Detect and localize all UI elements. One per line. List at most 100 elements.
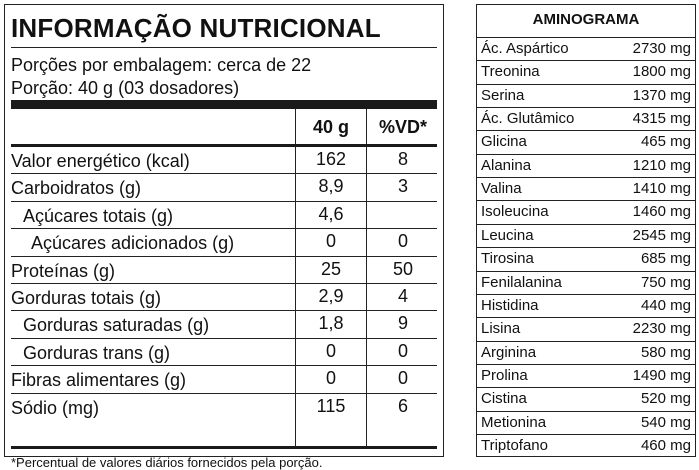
nutrition-row: Gorduras saturadas (g) 1,8 9	[11, 311, 437, 339]
row-divider	[11, 337, 437, 339]
amino-acid-name: Ác. Glutâmico	[481, 110, 575, 128]
amino-acid-name: Lisina	[481, 320, 521, 338]
amino-acid-value: 1370 mg	[632, 86, 691, 104]
amino-acid-value: 1410 mg	[632, 180, 691, 198]
amino-acid-name: Ác. Aspártico	[481, 40, 569, 57]
nutrition-row: Carboidratos (g) 8,9 3	[11, 174, 437, 202]
amino-acid-name: Leucina	[481, 226, 534, 244]
nutrient-label: Fibras alimentares (g)	[11, 370, 187, 391]
nutrient-daily-value: 0	[397, 368, 408, 389]
amino-acid-name: Glicina	[481, 133, 527, 151]
nutrient-label: Gorduras totais (g)	[11, 288, 162, 308]
nutrient-amount: 1,8	[318, 313, 344, 334]
amino-acid-row: Isoleucina 1460 mg	[477, 200, 695, 223]
amino-acid-row: Metionina 540 mg	[477, 410, 695, 434]
amino-acid-value: 2230 mg	[632, 320, 691, 338]
nutrient-label: Gorduras trans (g)	[23, 342, 171, 363]
row-divider	[11, 310, 437, 312]
amino-acid-row: Valina 1410 mg	[477, 177, 695, 200]
row-divider	[11, 392, 437, 394]
nutrition-row: Açúcares adicionados (g) 0 0	[11, 229, 437, 257]
column-divider-dv	[366, 109, 367, 446]
nutrient-amount: 2,9	[318, 286, 344, 306]
amino-acid-name: Arginina	[481, 343, 537, 361]
row-divider	[11, 200, 437, 202]
amino-acid-value: 440 mg	[640, 296, 691, 314]
amino-acid-value: 2730 mg	[632, 40, 691, 57]
nutrient-label: Açúcares adicionados (g)	[31, 233, 235, 254]
servings-per-package: Porções por embalagem: cerca de 22	[11, 55, 312, 75]
nutrient-amount: 0	[325, 340, 336, 361]
amino-acid-name: Cistina	[481, 390, 527, 408]
amino-acid-row: Treonina 1800 mg	[477, 60, 695, 83]
nutrient-daily-value: 9	[397, 313, 408, 334]
row-divider	[11, 228, 437, 230]
amino-acid-name: Metionina	[481, 413, 547, 431]
bottom-divider	[11, 446, 437, 449]
amino-acid-value: 1490 mg	[632, 366, 691, 384]
nutrient-amount: 162	[315, 149, 347, 169]
amino-acid-row: Histidina 440 mg	[477, 293, 695, 317]
nutrient-amount: 0	[325, 231, 336, 252]
footnote: *Percentual de valores diários fornecido…	[11, 455, 323, 470]
nutrition-row: Fibras alimentares (g) 0 0	[11, 366, 437, 394]
amino-acid-name: Histidina	[481, 296, 539, 314]
nutrient-daily-value: 0	[397, 231, 408, 252]
nutrition-facts-panel: INFORMAÇÃO NUTRICIONAL Porções por embal…	[4, 4, 444, 470]
amino-acid-value: 1460 mg	[632, 203, 691, 221]
amino-acid-row: Leucina 2545 mg	[477, 223, 695, 247]
amino-acid-value: 750 mg	[640, 273, 691, 291]
amino-acid-row: Arginina 580 mg	[477, 340, 695, 364]
nutrition-title: INFORMAÇÃO NUTRICIONAL	[11, 13, 381, 43]
row-divider	[11, 255, 437, 257]
nutrient-label: Proteínas (g)	[11, 260, 116, 281]
nutrition-row: Proteínas (g) 25 50	[11, 257, 437, 284]
amino-acid-name: Tirosina	[481, 250, 534, 268]
row-divider	[11, 282, 437, 284]
nutrient-amount: 4,6	[318, 203, 344, 224]
amino-acid-value: 465 mg	[640, 133, 691, 151]
row-divider	[11, 365, 437, 367]
nutrient-amount: 115	[316, 395, 346, 416]
amino-acid-row: Tirosina 685 mg	[477, 247, 695, 270]
amino-acid-value: 520 mg	[640, 390, 691, 408]
amino-acid-row: Glicina 465 mg	[477, 130, 695, 153]
amino-acid-value: 4315 mg	[632, 110, 691, 128]
nutrient-daily-value: 6	[397, 395, 408, 416]
amino-acid-row: Ác. Glutâmico 4315 mg	[477, 107, 695, 130]
amino-acid-row: Lisina 2230 mg	[477, 317, 695, 340]
portion-size: Porção: 40 g (03 dosadores)	[11, 78, 240, 98]
nutrition-row: Sódio (mg) 115 6	[11, 394, 437, 421]
aminogram-panel: AMINOGRAMA Ác. Aspártico 2730 mg Treonina 1…	[476, 4, 696, 457]
nutrient-daily-value: 0	[397, 340, 408, 361]
column-header-amount: 40 g	[312, 117, 350, 137]
amino-acid-row: Prolina 1490 mg	[477, 363, 695, 387]
amino-acid-name: Fenilalanina	[481, 273, 562, 291]
title-divider	[11, 47, 437, 48]
nutrition-row: Valor energético (kcal) 162 8	[11, 147, 437, 175]
amino-acid-name: Isoleucina	[481, 203, 549, 221]
amino-acid-row: Ác. Aspártico 2730 mg	[477, 37, 695, 60]
amino-acid-name: Treonina	[481, 63, 540, 81]
amino-acid-value: 580 mg	[640, 343, 691, 361]
amino-acid-row: Triptofano 460 mg	[477, 433, 695, 457]
amino-acid-value: 1210 mg	[632, 156, 691, 174]
amino-acid-value: 1800 mg	[632, 63, 691, 81]
nutrient-amount: 0	[325, 368, 336, 389]
amino-acid-row: Serina 1370 mg	[477, 83, 695, 107]
amino-acid-value: 685 mg	[640, 250, 691, 268]
nutrition-row: Gorduras totais (g) 2,9 4	[11, 284, 437, 312]
amino-acid-name: Valina	[481, 180, 522, 198]
column-header-dv: %VD*	[378, 117, 427, 137]
amino-acid-value: 2545 mg	[632, 226, 691, 244]
amino-acid-name: Triptofano	[481, 436, 548, 454]
column-divider-amount	[295, 109, 296, 446]
nutrition-row: Gorduras trans (g) 0 0	[11, 339, 437, 367]
nutrient-label: Carboidratos (g)	[11, 178, 142, 199]
row-divider	[11, 173, 437, 175]
nutrition-row: Açúcares totais (g) 4,6	[11, 202, 437, 230]
nutrient-label: Gorduras saturadas (g)	[23, 315, 210, 336]
amino-acid-name: Serina	[481, 86, 525, 104]
nutrient-label: Açúcares totais (g)	[23, 205, 174, 226]
nutrient-daily-value: 50	[392, 258, 414, 279]
